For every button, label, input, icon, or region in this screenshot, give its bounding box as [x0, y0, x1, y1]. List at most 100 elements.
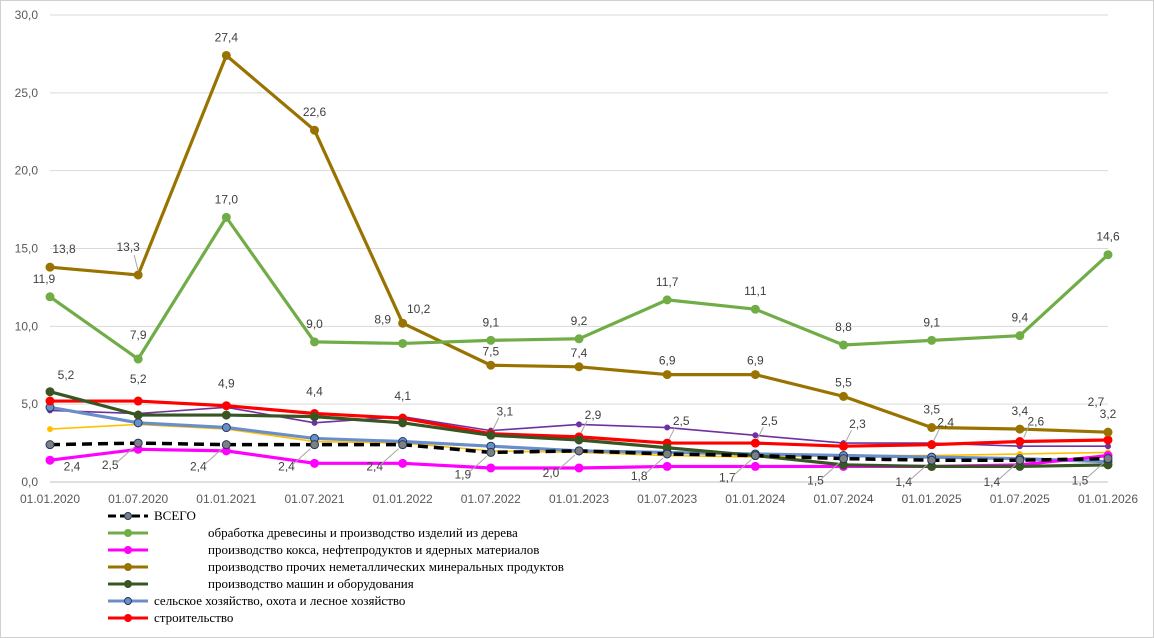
data-point-machines	[398, 418, 408, 428]
data-point-wood	[1015, 331, 1025, 341]
data-label-wood: 8,9	[374, 312, 391, 326]
data-point-wood	[398, 338, 408, 348]
data-label-total: 2,4	[190, 460, 207, 474]
data-point-nonmetal	[398, 318, 408, 328]
x-axis: 01.01.2020 01.07.2020 01.01.2021 01.07.2021…	[20, 492, 1138, 506]
line-chart: 0,05,010,015,020,025,030,0 01.01.2020 01.…	[15, 8, 1139, 506]
x-tick-label: 01.07.2023	[637, 492, 697, 506]
data-label-construction: 2,5	[673, 414, 690, 428]
data-point-wood	[750, 304, 760, 314]
data-point-construction	[45, 396, 55, 406]
leader-line	[292, 448, 311, 466]
data-point-nonmetal	[133, 270, 143, 280]
data-label-nonmetal: 3,2	[1100, 407, 1117, 421]
leader-line	[1023, 423, 1031, 438]
data-labels: 11,9 7,9 17,0 9,0 8,9 9,1 9,2 11,7 11,1 8,8 9,1 9,4…	[33, 30, 1120, 489]
legend-label-agri: сельское хозяйство, охота и лесное хозяй…	[154, 593, 406, 608]
legend-swatch-machines	[108, 580, 148, 588]
data-point-construction	[750, 438, 760, 448]
legend-swatch-agri	[108, 597, 148, 605]
data-point-total	[927, 455, 937, 465]
data-label-construction: 5,2	[130, 372, 147, 386]
legend-swatch-construction	[108, 614, 148, 622]
data-label-total: 1,5	[807, 474, 824, 488]
legend-swatch-total	[108, 512, 148, 520]
x-tick-label: 01.01.2020	[20, 492, 80, 506]
data-point-nonmetal	[574, 362, 584, 372]
leader-line	[204, 448, 223, 466]
data-label-construction: 2,7	[1088, 395, 1105, 409]
leader-line	[756, 426, 764, 440]
data-label-wood: 7,9	[130, 328, 147, 342]
y-tick-label: 20,0	[15, 164, 39, 178]
data-point-total	[574, 446, 584, 456]
data-point-nonmetal	[45, 262, 55, 272]
data-label-construction: 4,4	[306, 385, 323, 399]
data-point-total	[221, 440, 231, 450]
y-tick-label: 10,0	[15, 319, 39, 333]
data-label-total: 2,4	[64, 460, 81, 474]
data-point-total	[398, 440, 408, 450]
data-label-wood: 14,6	[1096, 230, 1120, 244]
data-point-total	[45, 440, 55, 450]
data-label-wood: 9,1	[482, 315, 499, 329]
data-point-wood	[133, 354, 143, 364]
data-point-machines	[310, 412, 319, 422]
data-label-total: 2,0	[543, 466, 560, 480]
data-label-wood: 17,0	[215, 192, 239, 206]
data-point-agri	[221, 423, 231, 433]
leader-line	[909, 463, 928, 481]
series-lines	[45, 50, 1113, 473]
x-tick-label: 01.07.2025	[990, 492, 1050, 506]
data-label-total: 1,4	[983, 475, 1000, 489]
data-point-coke	[45, 455, 55, 465]
data-label-wood: 8,8	[835, 320, 852, 334]
leader-line	[644, 457, 664, 475]
data-label-total: 1,9	[454, 467, 471, 481]
data-point-coke	[662, 461, 672, 471]
legend-swatch-wood	[108, 529, 148, 537]
data-label-wood: 11,7	[656, 275, 679, 289]
data-point-wood	[662, 295, 672, 305]
data-point-total	[662, 449, 672, 459]
data-point-coke	[486, 463, 496, 473]
leader-line	[556, 454, 576, 472]
data-point-construction	[133, 396, 143, 406]
x-tick-label: 01.01.2022	[373, 492, 433, 506]
leader-line	[997, 463, 1017, 481]
data-point-purple	[664, 424, 671, 431]
data-point-nonmetal	[221, 50, 231, 60]
y-axis: 0,0 5,0 10,0 15,0 20,0 25,0 30,0	[15, 8, 39, 489]
data-point-wood	[927, 335, 937, 345]
data-label-total: 2,4	[366, 460, 383, 474]
data-label-wood: 11,9	[33, 272, 56, 286]
data-label-total: 2,4	[278, 460, 295, 474]
leader-line	[115, 446, 135, 464]
data-point-wood	[221, 212, 231, 222]
data-point-machines	[45, 387, 55, 397]
data-point-wood	[486, 335, 496, 345]
data-point-wood	[574, 334, 584, 344]
data-point-coke	[398, 458, 408, 468]
data-label-construction: 2,6	[1027, 415, 1044, 429]
data-label-construction: 2,4	[937, 416, 954, 430]
data-label-nonmetal: 3,5	[923, 403, 940, 417]
data-point-purple	[752, 432, 759, 439]
data-label-total: 2,5	[102, 458, 119, 472]
data-point-nonmetal	[486, 360, 496, 370]
leader-line	[1085, 462, 1105, 480]
data-label-total: 1,4	[895, 475, 912, 489]
data-point-nonmetal	[927, 423, 937, 433]
y-tick-label: 30,0	[15, 8, 39, 22]
data-point-nonmetal	[310, 125, 319, 135]
leader-line	[933, 428, 941, 441]
data-label-nonmetal: 13,3	[116, 240, 140, 254]
data-point-machines	[133, 410, 143, 420]
data-label-total: 1,5	[1072, 474, 1089, 488]
legend-label-construction: строительство	[154, 610, 234, 625]
data-point-agri	[133, 418, 143, 428]
y-tick-label: 0,0	[21, 475, 38, 489]
data-point-nonmetal	[1103, 427, 1113, 437]
data-point-construction	[839, 441, 848, 451]
data-point-total	[1015, 455, 1025, 465]
